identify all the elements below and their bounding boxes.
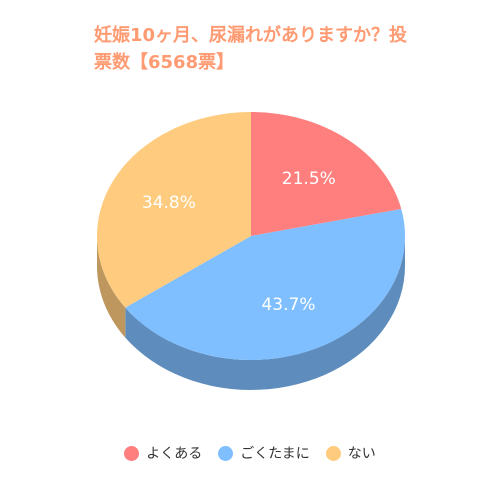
slice-2-top[interactable] <box>125 208 406 361</box>
legend-item-3[interactable]: ない <box>325 443 376 463</box>
slice-1-data-label: 21.5% <box>282 169 336 189</box>
legend-item-1[interactable]: よくある <box>124 443 202 463</box>
slice-3-side <box>97 236 126 338</box>
slice-2-side <box>125 236 405 390</box>
legend-swatch <box>325 445 341 461</box>
pie-tops <box>96 112 406 361</box>
slice-3-top[interactable] <box>96 112 251 308</box>
pie-data-labels: 21.5% 43.7% 34.8% <box>142 169 336 315</box>
slice-3-data-label: 34.8% <box>142 193 196 213</box>
legend-label: ごくたまに <box>240 446 310 462</box>
legend-swatch <box>218 445 234 461</box>
legend-label: よくある <box>146 446 203 462</box>
legend-swatch <box>124 445 140 461</box>
slice-2-data-label: 43.7% <box>261 295 315 315</box>
slice-1-top[interactable] <box>251 112 402 236</box>
chart-legend: よくある ごくたまに ない <box>0 441 500 465</box>
chart-title: 妊娠10ヶ月、尿漏れがありますか？投票数【6568票】 <box>94 25 408 73</box>
legend-item-2[interactable]: ごくたまに <box>218 443 310 463</box>
pie-sides <box>97 236 405 390</box>
legend-label: ない <box>347 446 376 462</box>
